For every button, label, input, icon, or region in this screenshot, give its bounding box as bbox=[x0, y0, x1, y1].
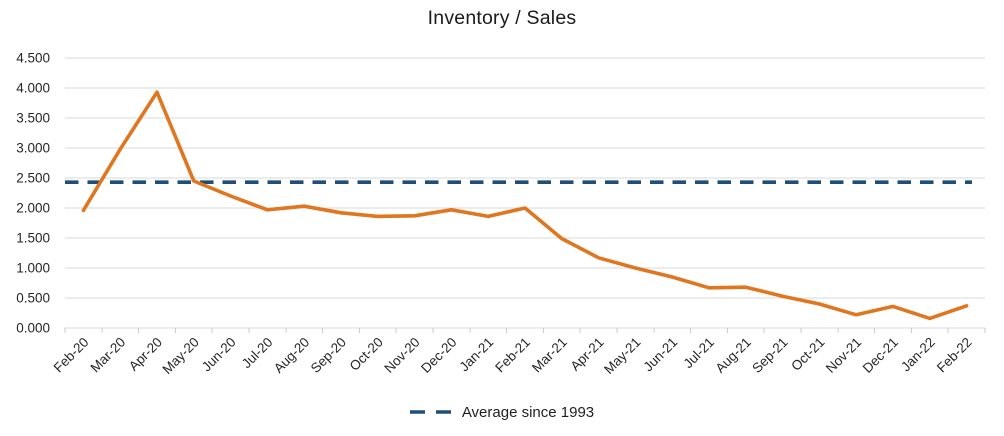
legend-label: Average since 1993 bbox=[461, 403, 595, 421]
x-axis-tick-label: Nov-21 bbox=[823, 335, 864, 376]
x-axis-tick-label: Oct-21 bbox=[788, 335, 827, 374]
x-axis-tick-label: May-21 bbox=[601, 335, 643, 377]
x-axis-tick-label: Oct-20 bbox=[347, 335, 386, 374]
legend: Average since 1993 bbox=[0, 399, 1004, 425]
x-axis-tick-label: Apr-21 bbox=[567, 335, 606, 374]
x-axis-tick-label: Mar-21 bbox=[529, 335, 570, 376]
x-axis-tick-label: Feb-20 bbox=[51, 335, 92, 376]
x-axis-tick-label: Dec-20 bbox=[418, 335, 459, 376]
y-axis-tick-label: 0.500 bbox=[16, 291, 50, 306]
inventory-sales-line bbox=[81, 90, 969, 321]
x-axis-tick-label: Jun-21 bbox=[641, 335, 681, 375]
x-axis-tick-label: Feb-21 bbox=[492, 335, 533, 376]
y-axis-tick-label: 3.500 bbox=[16, 111, 50, 126]
y-axis-tick-label: 4.000 bbox=[16, 81, 50, 96]
y-axis-tick-label: 2.500 bbox=[16, 171, 50, 186]
x-axis-tick-label: Sep-21 bbox=[749, 335, 790, 376]
chart-title: Inventory / Sales bbox=[427, 7, 577, 29]
y-axis-tick-label: 1.500 bbox=[16, 231, 50, 246]
x-axis-tick-label: Mar-20 bbox=[87, 335, 128, 376]
x-axis-tick-label: Feb-22 bbox=[934, 335, 975, 376]
x-axis-tick-label: Jan-22 bbox=[898, 335, 938, 375]
plot-area: 0.000 0.500 1.000 1.500 2.000 2.500 3.000 3.500… bbox=[16, 51, 986, 377]
y-axis-tick-label: 1.000 bbox=[16, 261, 50, 276]
y-axis-tick-label: 3.000 bbox=[16, 141, 50, 156]
x-axis-tick-label: Jan-21 bbox=[457, 335, 497, 375]
x-axis-tick-label: Aug-20 bbox=[271, 335, 312, 376]
x-axis-tick-label: Dec-21 bbox=[860, 335, 901, 376]
x-axis-tick-label: Apr-20 bbox=[126, 335, 165, 374]
x-axis-tick-label: Sep-20 bbox=[308, 335, 349, 376]
x-axis-tick-label: Nov-20 bbox=[381, 335, 422, 376]
x-axis-tick-label: Aug-21 bbox=[713, 335, 754, 376]
y-axis-tick-label: 0.000 bbox=[16, 321, 50, 336]
x-axis-tick-label: Jun-20 bbox=[199, 335, 239, 375]
y-axis-tick-label: 2.000 bbox=[16, 201, 50, 216]
average-line-legend-swatch bbox=[409, 410, 453, 414]
y-axis-tick-label: 4.500 bbox=[16, 51, 50, 66]
x-axis-tick-label: May-20 bbox=[159, 335, 201, 377]
